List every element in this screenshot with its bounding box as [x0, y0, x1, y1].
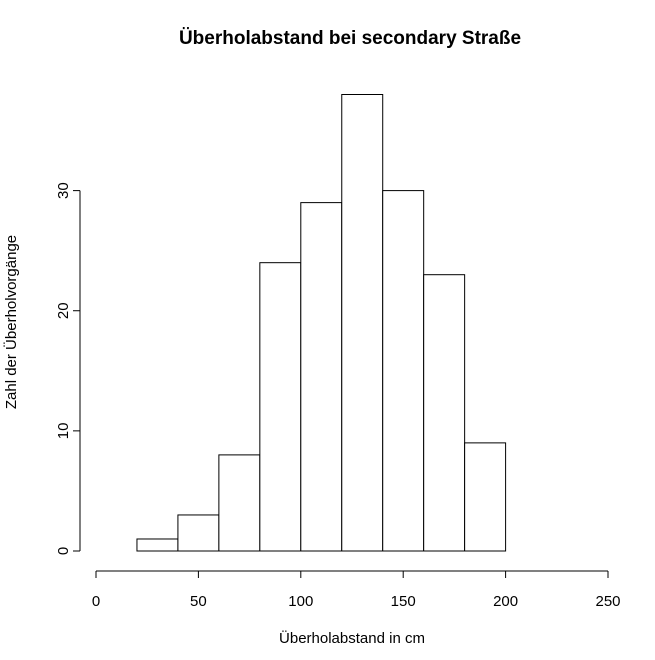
x-tick-label: 250 [595, 593, 620, 610]
y-axis: 0 10 20 30 [55, 182, 81, 555]
x-tick-label: 100 [288, 593, 313, 610]
x-axis: 0 50 100 150 200 250 [92, 570, 621, 610]
y-tick-label: 0 [55, 547, 72, 555]
x-axis-label: Überholabstand in cm [279, 629, 425, 647]
histogram-bar [382, 190, 425, 552]
x-tick-label: 200 [493, 593, 518, 610]
histogram-bar [464, 442, 507, 552]
histogram-bar [300, 202, 343, 552]
histogram-bar [177, 514, 220, 552]
histogram-bar [218, 454, 261, 552]
x-tick-label: 0 [92, 593, 100, 610]
y-tick-label: 30 [55, 182, 72, 199]
x-tick-label: 150 [391, 593, 416, 610]
x-tick-label: 50 [190, 593, 207, 610]
chart-title: Überholabstand bei secondary Straße [179, 28, 521, 49]
y-axis-label: Zahl der Überholvorgänge [2, 235, 20, 409]
histogram-bar [259, 262, 302, 552]
histogram-bar [423, 274, 466, 552]
y-tick-label: 20 [55, 302, 72, 319]
y-tick-label: 10 [55, 423, 72, 440]
histogram-bar [341, 94, 384, 552]
bars-group [136, 94, 507, 552]
histogram-bar [136, 538, 179, 552]
